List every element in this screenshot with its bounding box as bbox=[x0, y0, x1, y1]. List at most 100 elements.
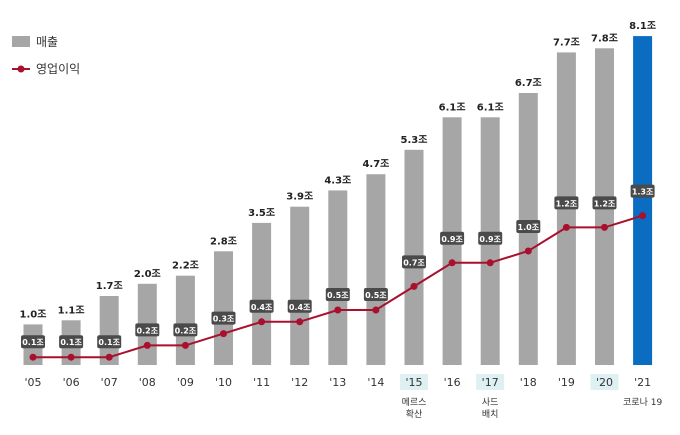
profit-label-bg-12 bbox=[478, 231, 503, 245]
profit-label-bg-13 bbox=[516, 220, 541, 233]
legend-line-marker bbox=[17, 65, 25, 73]
bar-6 bbox=[252, 222, 272, 365]
profit-value-label-6: 0.4조 bbox=[251, 303, 273, 312]
legend: 매출 영업이익 bbox=[12, 35, 80, 76]
bar-value-label-3: 2.0조 bbox=[134, 268, 161, 280]
x-tick-label-8: '13 bbox=[329, 376, 346, 389]
profit-value-label-5: 0.3조 bbox=[213, 315, 235, 324]
profit-value-label-12: 0.9조 bbox=[479, 235, 501, 244]
profit-value-label-1: 0.1조 bbox=[60, 338, 82, 347]
profit-label-bg-8 bbox=[325, 288, 350, 301]
profit-point-16 bbox=[639, 212, 647, 220]
profit-point-4 bbox=[181, 341, 189, 349]
profit-point-10 bbox=[410, 282, 418, 290]
profit-point-8 bbox=[334, 306, 342, 314]
profit-value-label-4: 0.2조 bbox=[175, 326, 197, 335]
tick-highlight-12 bbox=[476, 374, 505, 390]
bar-value-label-7: 3.9조 bbox=[286, 191, 313, 203]
profit-value-label-0: 0.1조 bbox=[22, 338, 44, 347]
x-tick-label-15: '20 bbox=[596, 376, 613, 389]
bar-value-label-0: 1.0조 bbox=[20, 308, 47, 320]
x-tick-label-1: '06 bbox=[63, 376, 80, 389]
profit-label-bg-3 bbox=[135, 323, 160, 337]
profit-label-bg-5 bbox=[211, 311, 236, 325]
x-tick-label-14: '19 bbox=[558, 376, 575, 389]
profit-value-label-7: 0.4조 bbox=[289, 303, 311, 312]
profit-value-label-15: 1.2조 bbox=[594, 199, 616, 208]
annotation-0-line-1: 확산 bbox=[406, 408, 423, 420]
bar-5 bbox=[214, 251, 233, 365]
x-tick-label-12: '17 bbox=[482, 376, 499, 389]
profit-value-label-8: 0.5조 bbox=[327, 291, 349, 300]
bar-value-label-10: 5.3조 bbox=[401, 134, 428, 146]
profit-label-bg-4 bbox=[173, 323, 198, 337]
bar-value-label-8: 4.3조 bbox=[324, 174, 351, 186]
profit-point-9 bbox=[372, 306, 380, 314]
ticks-layer: '05 '06 '07 '08 '09 '10 '11 '12 '13 '14 '15 '16 '17 '… bbox=[24, 374, 662, 420]
profit-value-label-14: 1.2조 bbox=[556, 199, 578, 208]
profit-point-14 bbox=[562, 223, 570, 231]
profit-value-label-16: 1.3조 bbox=[632, 188, 654, 197]
profit-value-label-10: 0.7조 bbox=[403, 258, 425, 267]
annotation-2-line-0: 코로나 19 bbox=[623, 397, 662, 408]
profit-value-label-11: 0.9조 bbox=[441, 235, 463, 244]
profit-label-bg-10 bbox=[402, 255, 426, 269]
bar-value-label-2: 1.7조 bbox=[96, 280, 123, 292]
bar-16 bbox=[633, 36, 653, 365]
x-tick-label-10: '15 bbox=[405, 376, 422, 389]
x-tick-label-4: '09 bbox=[177, 376, 194, 389]
x-tick-label-9: '14 bbox=[367, 376, 384, 389]
profit-point-6 bbox=[258, 318, 266, 326]
bar-value-label-9: 4.7조 bbox=[362, 158, 389, 170]
profit-point-12 bbox=[486, 259, 494, 267]
bar-value-label-4: 2.2조 bbox=[172, 260, 199, 272]
profit-point-11 bbox=[448, 259, 456, 267]
profit-point-3 bbox=[143, 341, 151, 349]
x-tick-label-5: '10 bbox=[215, 376, 232, 389]
profit-value-label-9: 0.5조 bbox=[365, 291, 387, 300]
profit-label-bg-11 bbox=[440, 231, 465, 245]
profit-value-label-2: 0.1조 bbox=[98, 338, 120, 347]
profit-label-bg-2 bbox=[97, 335, 122, 349]
x-tick-label-2: '07 bbox=[101, 376, 118, 389]
bar-value-label-11: 6.1조 bbox=[439, 101, 466, 113]
x-tick-label-0: '05 bbox=[24, 376, 41, 389]
legend-line-label: 영업이익 bbox=[36, 62, 80, 76]
tick-highlight-10 bbox=[400, 374, 428, 390]
legend-bar-label: 매출 bbox=[36, 35, 58, 49]
bar-value-label-16: 8.1조 bbox=[629, 20, 656, 32]
bar-value-label-13: 6.7조 bbox=[515, 77, 542, 89]
profit-point-13 bbox=[524, 247, 532, 255]
annotation-0-line-0: 메르스 bbox=[402, 397, 427, 408]
profit-point-5 bbox=[220, 330, 227, 338]
bar-4 bbox=[175, 275, 195, 365]
profit-label-bg-1 bbox=[59, 335, 84, 349]
bar-value-label-1: 1.1조 bbox=[58, 304, 85, 316]
x-tick-label-16: '21 bbox=[634, 376, 651, 389]
profit-label-bg-9 bbox=[363, 288, 388, 301]
profit-label-bg-15 bbox=[592, 196, 617, 210]
bar-value-label-15: 7.8조 bbox=[591, 32, 618, 44]
x-tick-label-3: '08 bbox=[139, 376, 156, 389]
bar-9 bbox=[366, 174, 386, 365]
bar-value-label-5: 2.8조 bbox=[210, 235, 237, 247]
x-tick-label-6: '11 bbox=[253, 376, 270, 389]
bar-8 bbox=[328, 190, 348, 365]
profit-label-bg-14 bbox=[554, 196, 579, 210]
profit-point-7 bbox=[296, 318, 304, 326]
profit-point-0 bbox=[29, 353, 37, 361]
x-tick-label-7: '12 bbox=[291, 376, 308, 389]
annotation-1-line-0: 사드 bbox=[482, 397, 499, 408]
profit-label-bg-0 bbox=[21, 335, 45, 349]
profit-value-label-3: 0.2조 bbox=[137, 326, 159, 335]
annotation-1-line-1: 배치 bbox=[482, 408, 499, 420]
profit-value-label-13: 1.0조 bbox=[518, 223, 540, 232]
profit-label-bg-16 bbox=[630, 184, 655, 198]
bar-value-label-12: 6.1조 bbox=[477, 101, 504, 113]
tick-highlight-15 bbox=[590, 374, 619, 390]
profit-label-bg-7 bbox=[287, 299, 312, 313]
x-tick-label-13: '18 bbox=[520, 376, 537, 389]
profit-point-2 bbox=[105, 353, 113, 361]
